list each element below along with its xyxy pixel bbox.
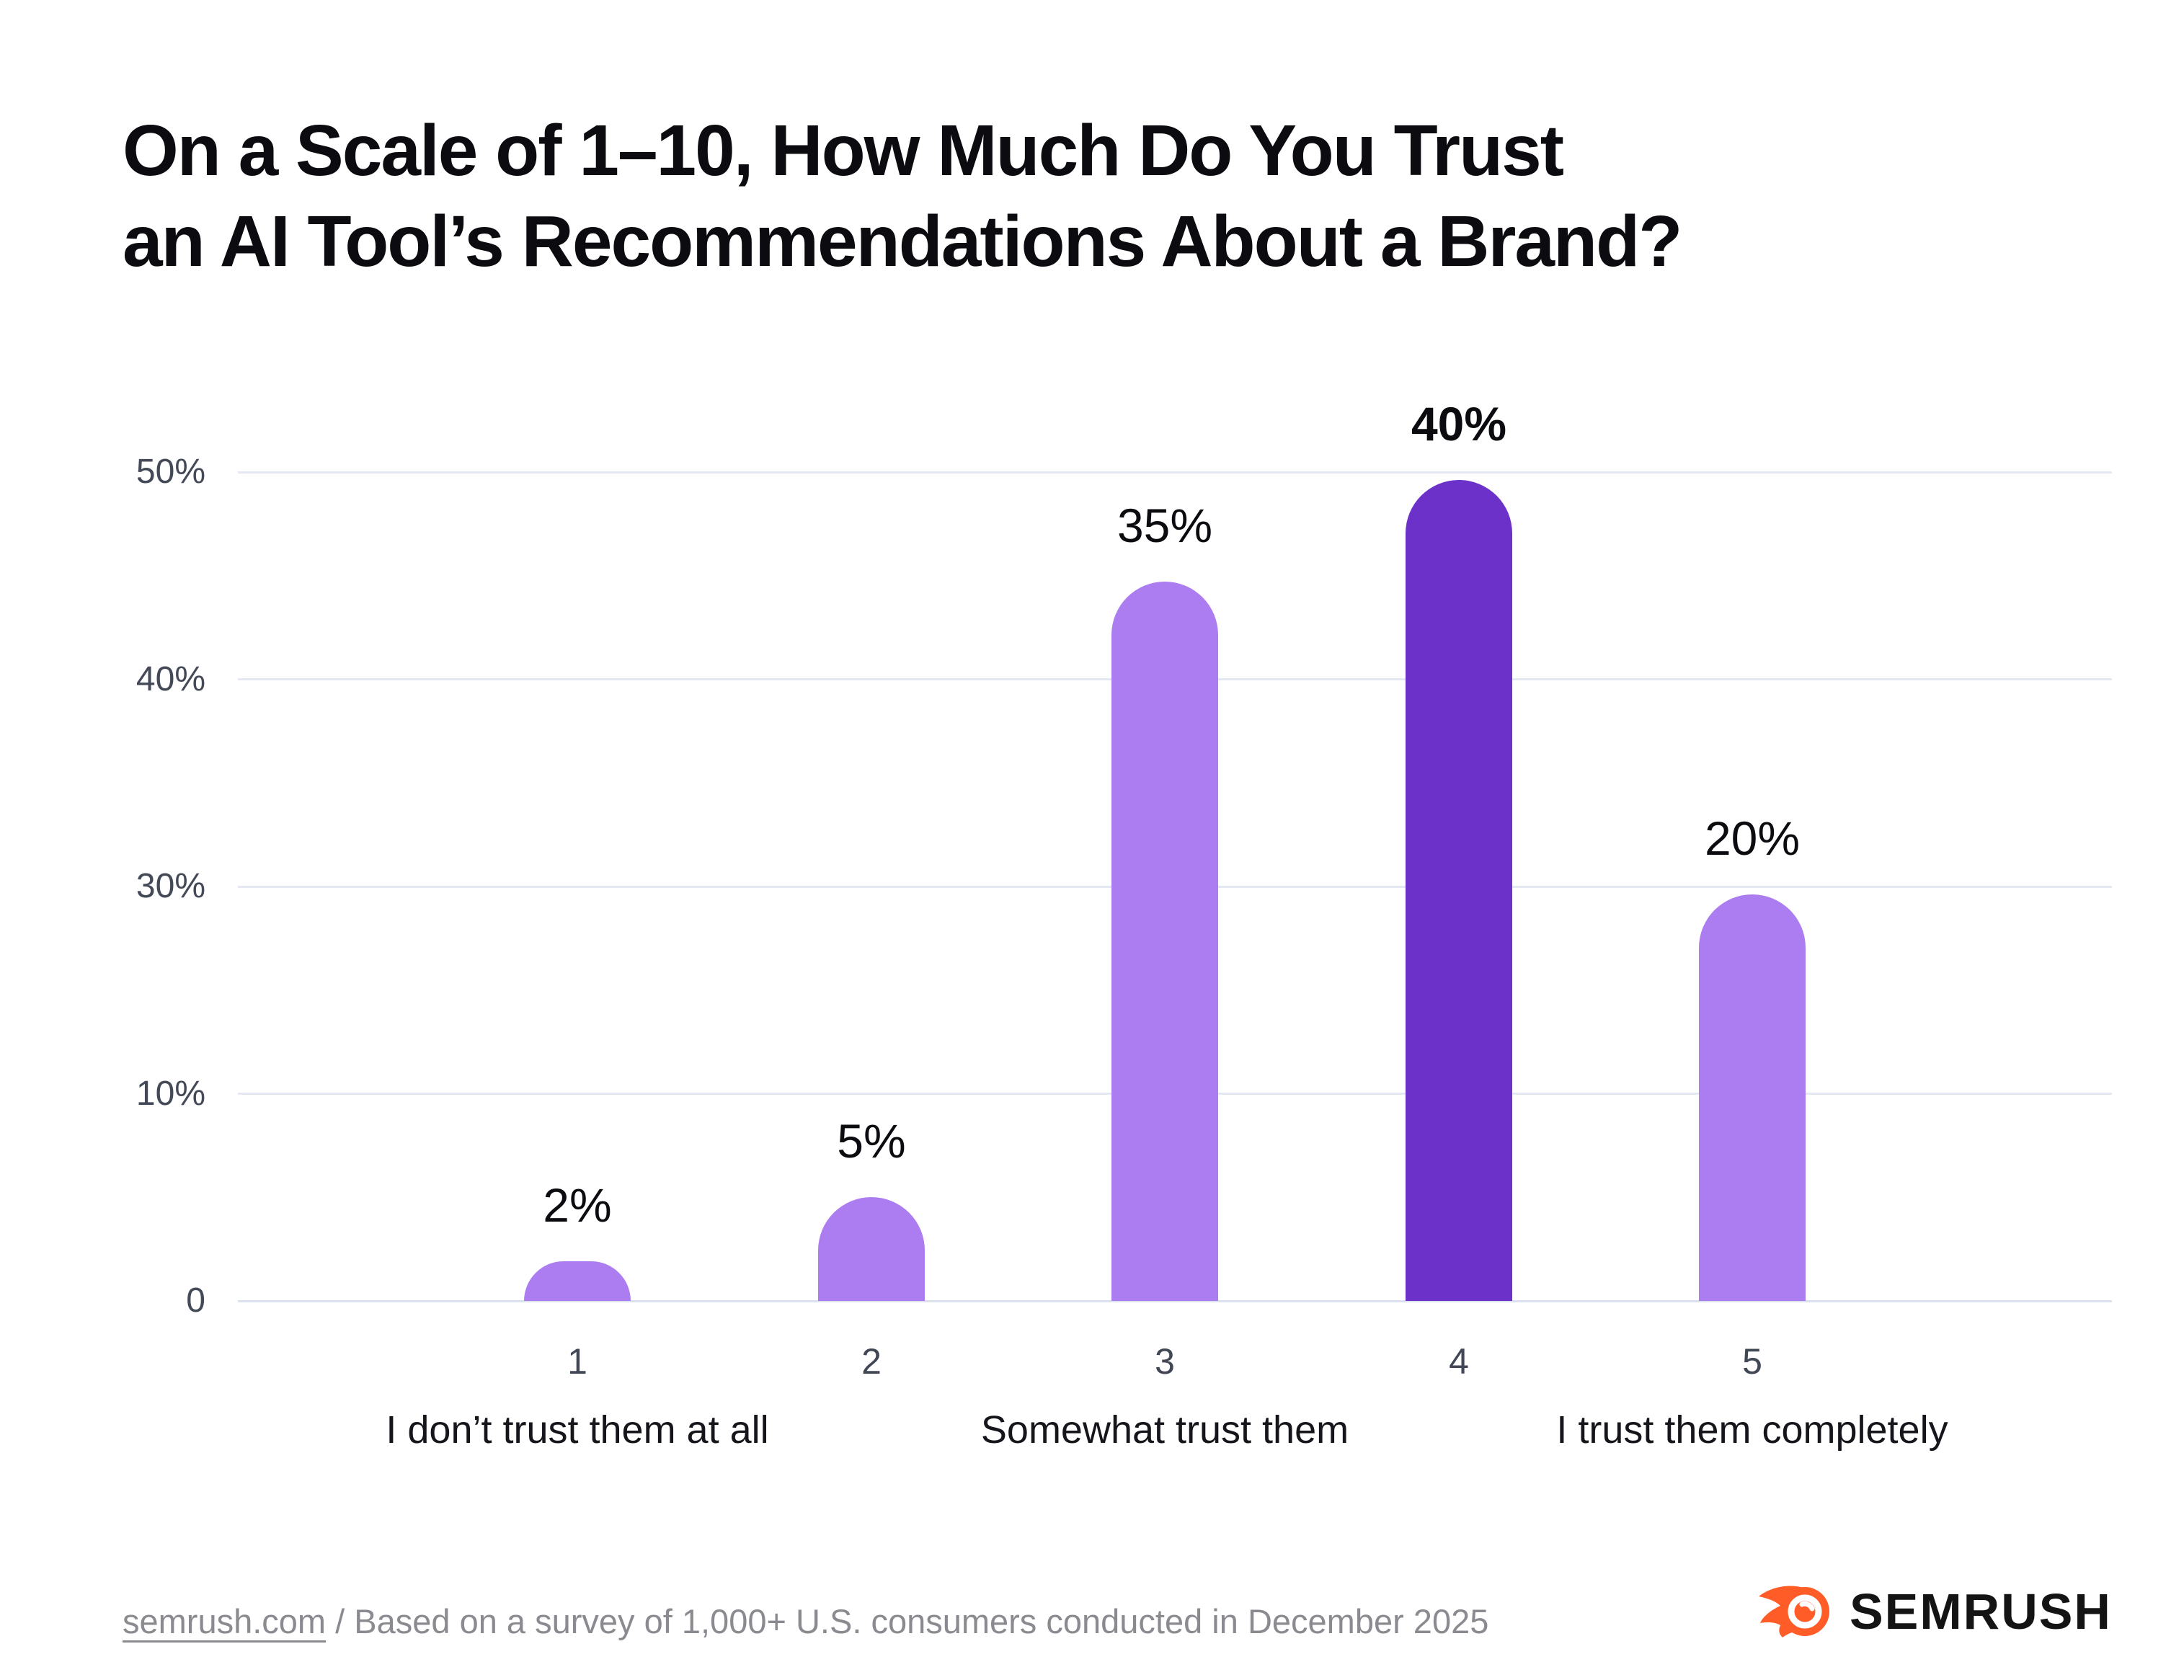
x-tick-2: 2 (861, 1341, 882, 1382)
source-note: / Based on a survey of 1,000+ U.S. consu… (326, 1602, 1489, 1640)
x-tick-4: 4 (1449, 1341, 1469, 1382)
y-axis-label-10%: 10% (136, 1074, 205, 1113)
x-tick-3: 3 (1155, 1341, 1175, 1382)
bar-2 (818, 1197, 925, 1301)
bar-4 (1406, 480, 1512, 1301)
value-label-5: 20% (1704, 812, 1801, 865)
bar-1 (524, 1261, 631, 1301)
semrush-logo: SEMRUSH (1756, 1575, 2112, 1648)
bar-3 (1111, 582, 1218, 1301)
value-label-3: 35% (1117, 499, 1213, 552)
semrush-logo-text: SEMRUSH (1849, 1583, 2112, 1640)
x-tick-1: 1 (567, 1341, 587, 1382)
chart-title: On a Scale of 1–10, How Much Do You Trus… (123, 105, 1682, 287)
source-footer: semrush.com / Based on a survey of 1,000… (123, 1601, 1488, 1641)
x-sublabel-5: I trust them completely (1556, 1408, 1948, 1452)
value-label-2: 5% (837, 1114, 906, 1168)
value-label-4: 40% (1411, 397, 1507, 450)
semrush-flame-icon (1756, 1575, 1835, 1648)
y-axis-label-0: 0 (186, 1281, 205, 1320)
y-axis-label-50%: 50% (136, 453, 205, 491)
bar-5 (1699, 894, 1806, 1301)
chart-title-line2: an AI Tool’s Recommendations About a Bra… (123, 201, 1682, 282)
gridline-50% (238, 471, 2112, 474)
x-axis-baseline (238, 1299, 2112, 1302)
x-sublabel-3: Somewhat trust them (980, 1408, 1349, 1452)
y-axis-label-30%: 30% (136, 867, 205, 905)
source-link[interactable]: semrush.com (123, 1602, 327, 1640)
x-tick-5: 5 (1742, 1341, 1762, 1382)
chart-title-line1: On a Scale of 1–10, How Much Do You Trus… (123, 110, 1564, 191)
x-sublabel-1: I don’t trust them at all (386, 1408, 769, 1452)
y-axis-label-40%: 40% (136, 659, 205, 698)
value-label-1: 2% (543, 1178, 612, 1232)
